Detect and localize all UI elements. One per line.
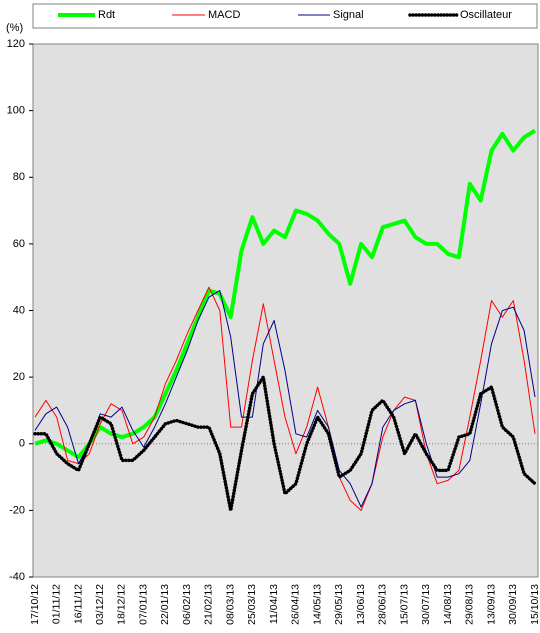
series-line [34, 286, 536, 511]
y-tick-label: 120 [7, 38, 25, 50]
x-tick-label: 08/03/13 [224, 584, 236, 625]
y-tick-label: 100 [7, 105, 25, 117]
x-tick-label: 30/07/13 [420, 584, 432, 625]
x-tick-label: 03/12/12 [94, 584, 106, 625]
x-tick-label: 18/12/12 [116, 584, 128, 625]
x-tick-label: 16/11/12 [72, 584, 84, 624]
x-tick-label: 06/02/13 [181, 584, 193, 625]
y-tick-label: 20 [13, 371, 25, 383]
x-tick-label: 01/11/12 [51, 584, 63, 624]
x-tick-label: 14/05/13 [311, 584, 323, 625]
x-tick-label: 13/06/13 [355, 584, 367, 625]
y-axis-label: (%) [6, 22, 23, 34]
legend-label: Rdt [98, 9, 115, 21]
legend-label: Oscillateur [460, 9, 512, 21]
y-tick-label: 80 [13, 171, 25, 183]
y-tick-label: 0 [19, 438, 25, 450]
x-tick-label: 29/08/13 [464, 584, 476, 625]
x-tick-label: 15/07/13 [398, 584, 410, 625]
legend-label: Signal [333, 9, 364, 21]
x-tick-label: 21/02/13 [203, 584, 215, 625]
y-tick-label: -40 [9, 571, 25, 583]
x-tick-label: 26/04/13 [290, 584, 302, 625]
x-tick-label: 17/10/12 [29, 584, 41, 625]
x-tick-label: 30/09/13 [507, 584, 519, 625]
x-tick-label: 25/03/13 [246, 584, 258, 625]
series-line [34, 290, 536, 508]
series-line [33, 375, 537, 513]
x-tick-label: 28/06/13 [377, 584, 389, 625]
x-tick-label: 29/05/13 [333, 584, 345, 625]
x-tick-label: 15/10/13 [529, 584, 540, 625]
plot-area [32, 43, 539, 578]
legend-label: MACD [208, 9, 240, 21]
y-tick-label: 40 [13, 304, 25, 316]
x-tick-label: 14/08/13 [442, 584, 454, 625]
y-tick-label: 60 [13, 238, 25, 250]
x-tick-label: 11/04/13 [268, 584, 280, 624]
y-tick-label: -20 [9, 504, 25, 516]
series-line [34, 128, 537, 460]
x-tick-label: 22/01/13 [159, 584, 171, 625]
x-tick-label: 07/01/13 [137, 584, 149, 625]
x-tick-label: 13/09/13 [485, 584, 497, 625]
